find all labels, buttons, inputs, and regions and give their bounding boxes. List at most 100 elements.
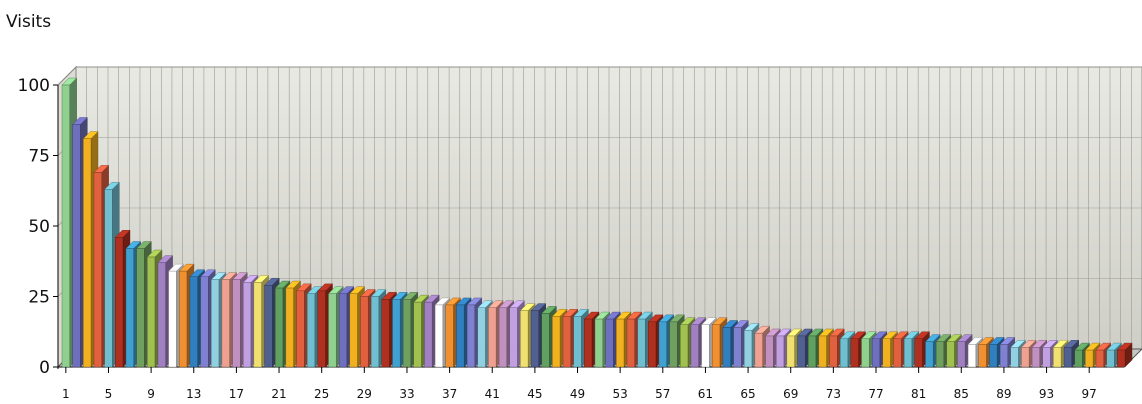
bar-front: [722, 327, 731, 368]
bar-front: [1042, 347, 1051, 368]
bar-front: [136, 248, 145, 368]
bar-front: [488, 307, 497, 368]
bar-front: [701, 324, 710, 368]
bar-front: [957, 341, 966, 368]
x-tick-label: 65: [740, 387, 755, 401]
x-axis-ticks: 1 5 9 13 17 21 25 29 33 37 41 45 49 53 57 61 65 69 73 77 81 8…: [62, 367, 1097, 401]
bar-front: [637, 318, 646, 368]
bar-front: [147, 256, 156, 368]
bar-front: [893, 338, 902, 368]
bar-front: [935, 341, 944, 368]
bar-front: [690, 324, 699, 368]
bar-front: [808, 335, 817, 368]
bar-front: [93, 172, 102, 368]
bar-front: [594, 318, 603, 368]
bar-front: [168, 270, 177, 368]
y-tick-label: 50: [28, 217, 50, 237]
bar-front: [754, 332, 763, 368]
bar-front: [839, 338, 849, 368]
y-tick-label: 75: [28, 147, 50, 167]
bar-front: [72, 124, 81, 368]
bar-front: [861, 338, 870, 368]
x-tick-label: 93: [1039, 387, 1054, 401]
x-tick-label: 1: [62, 387, 70, 401]
bar-front: [914, 338, 923, 368]
bar-front: [61, 84, 70, 368]
bar-front: [477, 307, 486, 368]
bar-front: [1063, 347, 1072, 368]
bar-front: [658, 321, 667, 368]
bar-front: [626, 318, 635, 368]
bar-front: [243, 282, 252, 368]
bar-front: [520, 310, 529, 368]
bar-front: [392, 299, 401, 368]
bar-front: [989, 344, 998, 368]
bar-front: [1106, 349, 1115, 368]
bar-front: [680, 324, 689, 368]
bar-front: [509, 307, 518, 368]
bar-front: [275, 287, 284, 368]
bar-front: [744, 330, 753, 368]
bar-front: [1074, 349, 1083, 368]
x-tick-label: 21: [271, 387, 286, 401]
bar-front: [573, 316, 582, 368]
x-tick-label: 41: [485, 387, 500, 401]
bar-front: [221, 279, 230, 368]
bar-front: [498, 307, 507, 368]
y-axis-ticks: 0 25 50 75 100: [18, 76, 58, 378]
x-tick-label: 89: [996, 387, 1011, 401]
bar-front: [733, 327, 742, 368]
bar-front: [605, 318, 614, 368]
bar-front: [1031, 347, 1040, 368]
bar-front: [786, 335, 795, 368]
bar-front: [264, 285, 273, 368]
bar-front: [189, 276, 198, 368]
bar-front: [562, 316, 571, 368]
x-tick-label: 37: [442, 387, 457, 401]
bar-front: [669, 321, 678, 368]
bar-front: [83, 138, 92, 368]
bar-front: [882, 338, 891, 368]
bar-front: [1010, 347, 1019, 368]
bar-front: [253, 282, 262, 368]
bar-front: [925, 341, 934, 368]
bar-front: [648, 321, 657, 368]
x-tick-label: 45: [527, 387, 542, 401]
x-tick-label: 57: [655, 387, 670, 401]
bar-front: [413, 301, 422, 368]
bar-front: [1095, 349, 1104, 368]
bar-front: [285, 287, 294, 368]
bar-front: [466, 304, 475, 368]
bar-front: [157, 262, 166, 368]
bar-front: [978, 344, 987, 368]
y-axis-label: Visits: [6, 12, 51, 32]
bar-front: [541, 313, 550, 368]
bar-front: [402, 299, 411, 368]
bar-front: [818, 335, 827, 368]
bar-front: [765, 335, 774, 368]
bar-front: [797, 335, 806, 368]
bar-front: [338, 293, 348, 368]
bar-front: [328, 293, 337, 368]
bar-front: [829, 335, 838, 368]
bars: [61, 77, 1133, 368]
x-tick-label: 81: [911, 387, 926, 401]
bar-front: [445, 304, 454, 368]
bar-front: [903, 338, 913, 368]
x-tick-label: 61: [698, 387, 713, 401]
x-tick-label: 29: [357, 387, 372, 401]
bar-front: [296, 290, 305, 368]
bar-front: [381, 299, 390, 368]
bar-front: [317, 290, 326, 368]
bar-front: [999, 344, 1008, 368]
x-tick-label: 97: [1082, 387, 1097, 401]
x-tick-label: 85: [954, 387, 969, 401]
bar-front: [1085, 349, 1094, 368]
bar-front: [370, 296, 380, 368]
bar-front: [946, 341, 955, 368]
bar-front: [179, 270, 188, 368]
bar-front: [850, 338, 859, 368]
bar-front: [1053, 347, 1062, 368]
y-tick-label: 25: [28, 288, 50, 308]
